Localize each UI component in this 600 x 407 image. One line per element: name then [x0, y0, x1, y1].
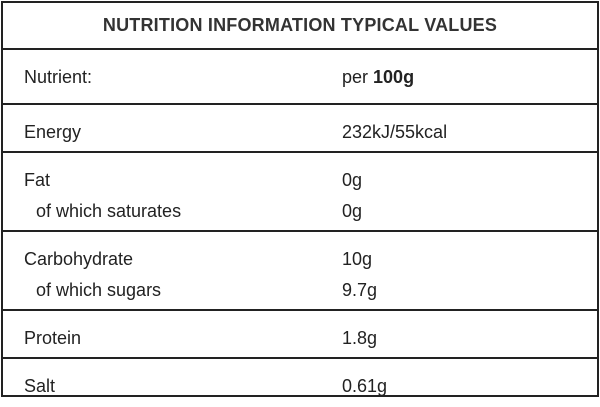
table-row-group: Energy 232kJ/55kcal: [3, 105, 597, 153]
table-row-group: Fat 0g of which saturates 0g: [3, 153, 597, 232]
nutrient-name: Carbohydrate: [24, 249, 134, 269]
table-row: Carbohydrate 10g: [3, 244, 597, 275]
nutrition-table: NUTRITION INFORMATION TYPICAL VALUES Nut…: [1, 1, 599, 397]
nutrient-value: 1.8g: [342, 328, 378, 348]
table-row-group: Protein 1.8g: [3, 311, 597, 359]
table-row: Protein 1.8g: [3, 323, 597, 354]
nutrient-name: Protein: [24, 328, 82, 348]
table-row: Salt 0.61g: [3, 371, 597, 402]
header-nutrient: Nutrient:: [24, 67, 93, 87]
nutrient-name: Energy: [24, 122, 82, 142]
nutrient-value: 10g: [342, 249, 373, 269]
table-title: NUTRITION INFORMATION TYPICAL VALUES: [3, 3, 597, 50]
table-row: of which saturates 0g: [3, 196, 597, 227]
header-basis: per 100g: [342, 62, 414, 93]
header-prefix: per: [342, 67, 369, 87]
nutrient-name: of which saturates: [36, 201, 182, 221]
table-header-row: Nutrient: per 100g: [3, 50, 597, 105]
header-amount: 100g: [373, 67, 415, 87]
table-row: of which sugars 9.7g: [3, 275, 597, 306]
nutrient-name: of which sugars: [36, 280, 162, 300]
nutrient-name: Fat: [24, 170, 51, 190]
nutrient-value: 0.61g: [342, 376, 388, 396]
table-row: Energy 232kJ/55kcal: [3, 117, 597, 148]
table-row: Fat 0g: [3, 165, 597, 196]
nutrient-value: 9.7g: [342, 280, 378, 300]
table-row-group: Carbohydrate 10g of which sugars 9.7g: [3, 232, 597, 311]
nutrient-value: 232kJ/55kcal: [342, 122, 448, 142]
table-row-group: Salt 0.61g: [3, 359, 597, 407]
nutrient-value: 0g: [342, 201, 363, 221]
nutrient-name: Salt: [24, 376, 56, 396]
nutrient-value: 0g: [342, 170, 363, 190]
